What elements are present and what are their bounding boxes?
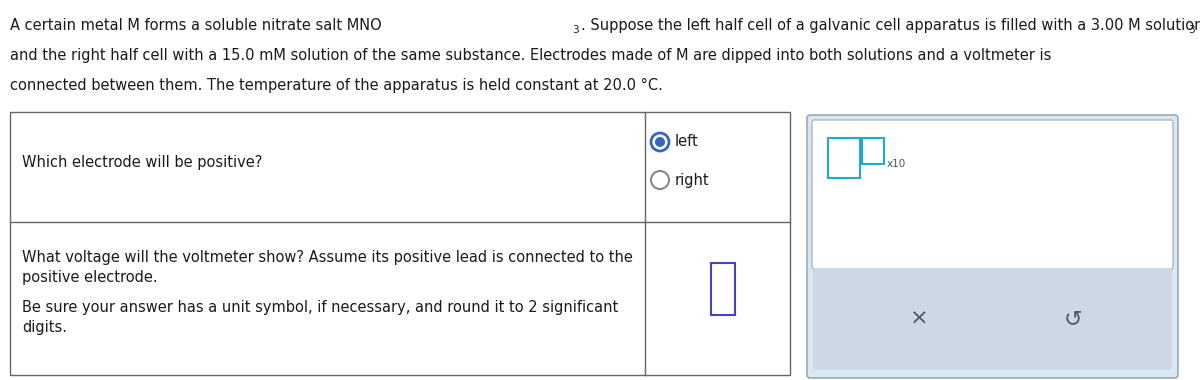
Text: left: left — [674, 135, 698, 149]
Text: Which electrode will be positive?: Which electrode will be positive? — [22, 155, 263, 171]
Text: x10: x10 — [887, 159, 906, 169]
FancyBboxPatch shape — [812, 120, 1174, 269]
Text: Be sure your answer has a unit symbol, if necessary, and round it to 2 significa: Be sure your answer has a unit symbol, i… — [22, 300, 618, 315]
Bar — [710, 263, 734, 315]
FancyBboxPatch shape — [814, 268, 1172, 370]
Bar — [828, 138, 860, 178]
Text: positive electrode.: positive electrode. — [22, 270, 157, 285]
Text: ×: × — [910, 309, 929, 329]
Circle shape — [655, 137, 665, 147]
Text: What voltage will the voltmeter show? Assume its positive lead is connected to t: What voltage will the voltmeter show? As… — [22, 250, 632, 265]
Text: 3: 3 — [572, 25, 578, 35]
Text: digits.: digits. — [22, 320, 67, 335]
Text: and the right half cell with a 15.0 mM solution of the same substance. Electrode: and the right half cell with a 15.0 mM s… — [10, 48, 1051, 63]
Text: . Suppose the left half cell of a galvanic cell apparatus is filled with a 3.00 : . Suppose the left half cell of a galvan… — [581, 18, 1200, 33]
Text: connected between them. The temperature of the apparatus is held constant at 20.: connected between them. The temperature … — [10, 78, 662, 93]
Text: right: right — [674, 173, 709, 187]
Bar — [10, 112, 790, 375]
Text: 3: 3 — [1188, 25, 1195, 35]
FancyBboxPatch shape — [808, 115, 1178, 378]
Bar — [862, 138, 884, 164]
Circle shape — [650, 133, 670, 151]
Text: A certain metal M forms a soluble nitrate salt MNO: A certain metal M forms a soluble nitrat… — [10, 18, 382, 33]
Text: ↺: ↺ — [1063, 309, 1082, 329]
Circle shape — [650, 171, 670, 189]
